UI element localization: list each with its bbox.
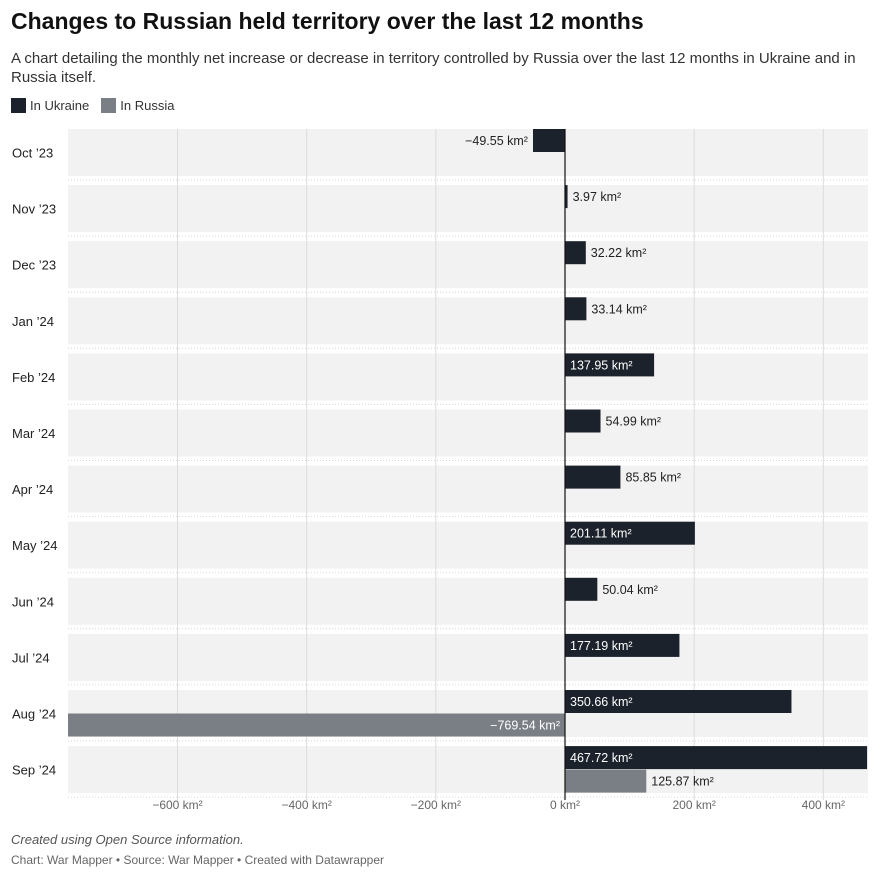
bar-ukraine [565,577,598,601]
data-label: 33.14 km² [591,302,647,316]
data-label: 201.11 km² [570,527,632,541]
chart-subtitle: A chart detailing the monthly net increa… [11,50,856,86]
category-label: Sep ’24 [12,763,56,778]
x-tick-label: −600 km² [152,798,202,812]
bar-ukraine [565,241,586,265]
legend-swatch-russia [101,98,117,113]
category-label: Mar ’24 [12,426,55,441]
row-background [68,185,868,233]
bar-russia [68,713,565,737]
data-label: 85.85 km² [625,471,681,485]
category-label: Jul ’24 [12,650,50,665]
bar-chart: −49.55 km² 3.97 km² 32.22 km² 33.14 km² 137.… [12,129,868,812]
bar-ukraine [565,409,601,433]
category-label: Apr ’24 [12,482,53,497]
data-label: 177.19 km² [570,639,633,653]
row-background [68,241,868,289]
data-label: 467.72 km² [570,751,633,765]
category-label: Feb ’24 [12,370,55,385]
row-background [68,465,868,513]
legend-label-russia: In Russia [120,98,175,113]
category-label: Jan ’24 [12,314,54,329]
row-background [68,409,868,457]
bar-ukraine [565,633,680,657]
data-label: −769.54 km² [490,719,560,733]
data-label: 125.87 km² [651,775,714,789]
data-label: 50.04 km² [602,583,658,597]
data-label: −49.55 km² [465,134,528,148]
bar-ukraine [565,297,587,321]
bar-russia [565,769,647,793]
row-background [68,521,868,569]
x-tick-label: −400 km² [281,798,331,812]
bar-ukraine [565,185,568,209]
chart-notes: Created using Open Source information. [11,832,244,847]
row-background [68,577,868,625]
chart-title: Changes to Russian held territory over t… [11,8,644,34]
x-tick-label: 200 km² [672,798,715,812]
category-label: May ’24 [12,538,58,553]
data-label: 32.22 km² [591,246,647,260]
bar-ukraine [565,353,655,377]
category-label: Aug ’24 [12,707,56,722]
legend-item-russia: In Russia [101,98,174,113]
legend-label-ukraine: In Ukraine [30,98,90,113]
chart-byline: Chart: War Mapper • Source: War Mapper •… [11,853,384,867]
legend-item-ukraine: In Ukraine [11,98,89,113]
category-label: Oct ’23 [12,146,53,161]
x-tick-label: 400 km² [802,798,845,812]
category-label: Dec ’23 [12,258,56,273]
data-label: 54.99 km² [606,415,662,429]
data-label: 350.66 km² [570,695,633,709]
category-label: Nov ’23 [12,202,56,217]
category-label: Jun ’24 [12,594,54,609]
x-tick-label: −200 km² [411,798,461,812]
bar-ukraine [565,521,695,545]
legend: In Ukraine In Russia [11,98,174,113]
row-background [68,297,868,345]
bar-ukraine [565,690,792,713]
row-background [68,353,868,401]
bar-ukraine [565,746,868,770]
data-label: 3.97 km² [573,190,622,204]
bar-ukraine [532,129,565,152]
data-label: 137.95 km² [570,358,633,372]
legend-swatch-ukraine [11,98,26,113]
row-background [68,633,868,681]
x-tick-label: 0 km² [550,798,580,812]
bar-ukraine [565,465,621,489]
row-background [68,129,868,176]
